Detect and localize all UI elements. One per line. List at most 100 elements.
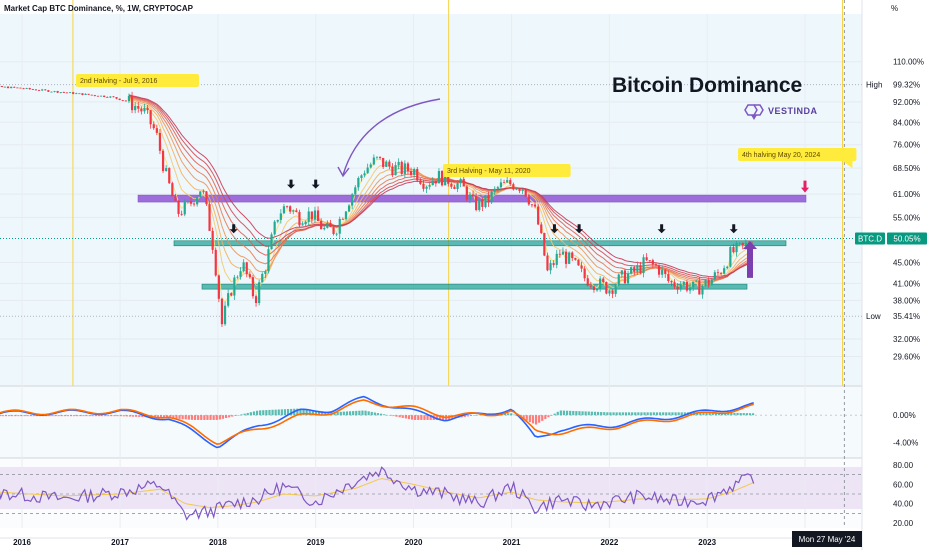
candle-body [595,289,599,291]
candle-body [716,272,720,274]
candle-body [78,93,81,95]
candle-body [475,196,478,211]
macd-histogram-bar [618,412,621,416]
macd-histogram-bar [26,415,29,417]
macd-histogram-bar [51,415,54,417]
macd-histogram-bar [255,410,259,416]
candle-body [59,92,62,93]
candle-body [704,280,707,286]
candle-body [357,178,360,188]
macd-histogram-bar [131,415,135,417]
price-tick-label: 32.00% [893,335,920,344]
candle-body [639,265,642,273]
touch-marker-icon [657,224,666,234]
price-tick-label: 92.00% [893,98,920,107]
candle-body [741,242,744,246]
price-tick-label: 84.00% [893,118,920,127]
macd-histogram-bar [271,409,274,416]
candle-body [320,221,323,230]
macd-histogram-bar [299,408,302,416]
candle-body [106,96,109,98]
candle-body [394,165,397,176]
support-zone-upper [173,240,787,247]
candle-body [555,253,558,265]
candle-body [744,242,747,246]
macd-histogram-bar [48,415,51,417]
candle-body [403,163,406,175]
candle-body [518,188,521,191]
macd-histogram-bar [553,413,556,416]
price-axis: 110.00% 92.00% 84.00% 76.00% 68.50% 61.00% 55.… [855,58,927,528]
trend-arc [337,98,441,178]
macd-histogram-bar [410,415,414,420]
candle-body [527,196,530,205]
macd-histogram-bar [63,415,66,417]
candle-body [44,89,47,91]
rsi-tick-label: 80.00 [893,461,914,470]
candle-body [490,191,493,203]
macd-histogram-bar [565,410,569,416]
candle-body [729,247,732,267]
macd-histogram-bar [531,415,535,424]
candle-body [208,204,211,231]
candle-body [223,305,227,325]
candle-body [642,257,645,273]
candle-body [13,86,16,88]
macd-histogram-bar [314,410,318,416]
rsi-ma-line [0,478,754,509]
ema-line [128,96,753,282]
rsi-tick-label: 20.00 [893,519,914,528]
candle-body [196,197,199,205]
candle-body [155,128,158,133]
candle-body [37,90,41,92]
candle-body [589,285,592,287]
macd-histogram-bar [556,411,559,416]
macd-histogram-bar [569,410,572,416]
ema-ribbon [128,94,753,303]
macd-histogram-bar [702,412,705,416]
price-tick-label: 68.50% [893,164,920,173]
candle-body [68,92,72,94]
candle-body [0,86,3,88]
candle-body [304,221,307,225]
candle-body [636,265,639,272]
macd-histogram-bar [649,412,652,416]
macd-histogram-bar [668,412,671,416]
low-label: Low [866,312,881,321]
macd-histogram-bar [339,411,342,416]
candle-body [267,249,270,272]
candle-body [447,170,450,184]
macd-histogram-bar [317,410,321,416]
macd-histogram-bar [438,415,442,420]
candle-body [158,132,162,151]
candle-body [152,124,155,129]
macd-histogram-bar [389,415,392,416]
candle-body [465,186,468,200]
candle-body [298,211,301,226]
macd-histogram-bar [727,412,730,416]
macd-histogram-bar [379,413,383,416]
candle-body [140,108,143,112]
macd-histogram-bar [311,410,314,416]
macd-histogram-bar [643,412,646,416]
candle-body [171,183,174,197]
candle-body [413,169,416,175]
candle-body [329,223,332,228]
candle-body [323,227,326,230]
macd-histogram-bar [572,410,575,416]
candle-body [602,278,605,283]
macd-histogram-bar [680,412,683,416]
chart-title: Market Cap BTC Dominance, %, 1W, CRYPTOC… [4,4,194,13]
candle-body [440,170,444,186]
annotation-box [738,148,857,161]
macd-histogram-bar [91,415,94,417]
macd-histogram-bar [435,415,438,420]
candle-body [180,213,183,215]
macd-histogram-bar [79,415,82,417]
macd-histogram-bar [454,415,457,419]
touch-marker-icon [287,179,296,189]
macd-histogram-bar [252,411,256,416]
candle-body [422,183,425,189]
macd-histogram-bar [404,415,407,419]
